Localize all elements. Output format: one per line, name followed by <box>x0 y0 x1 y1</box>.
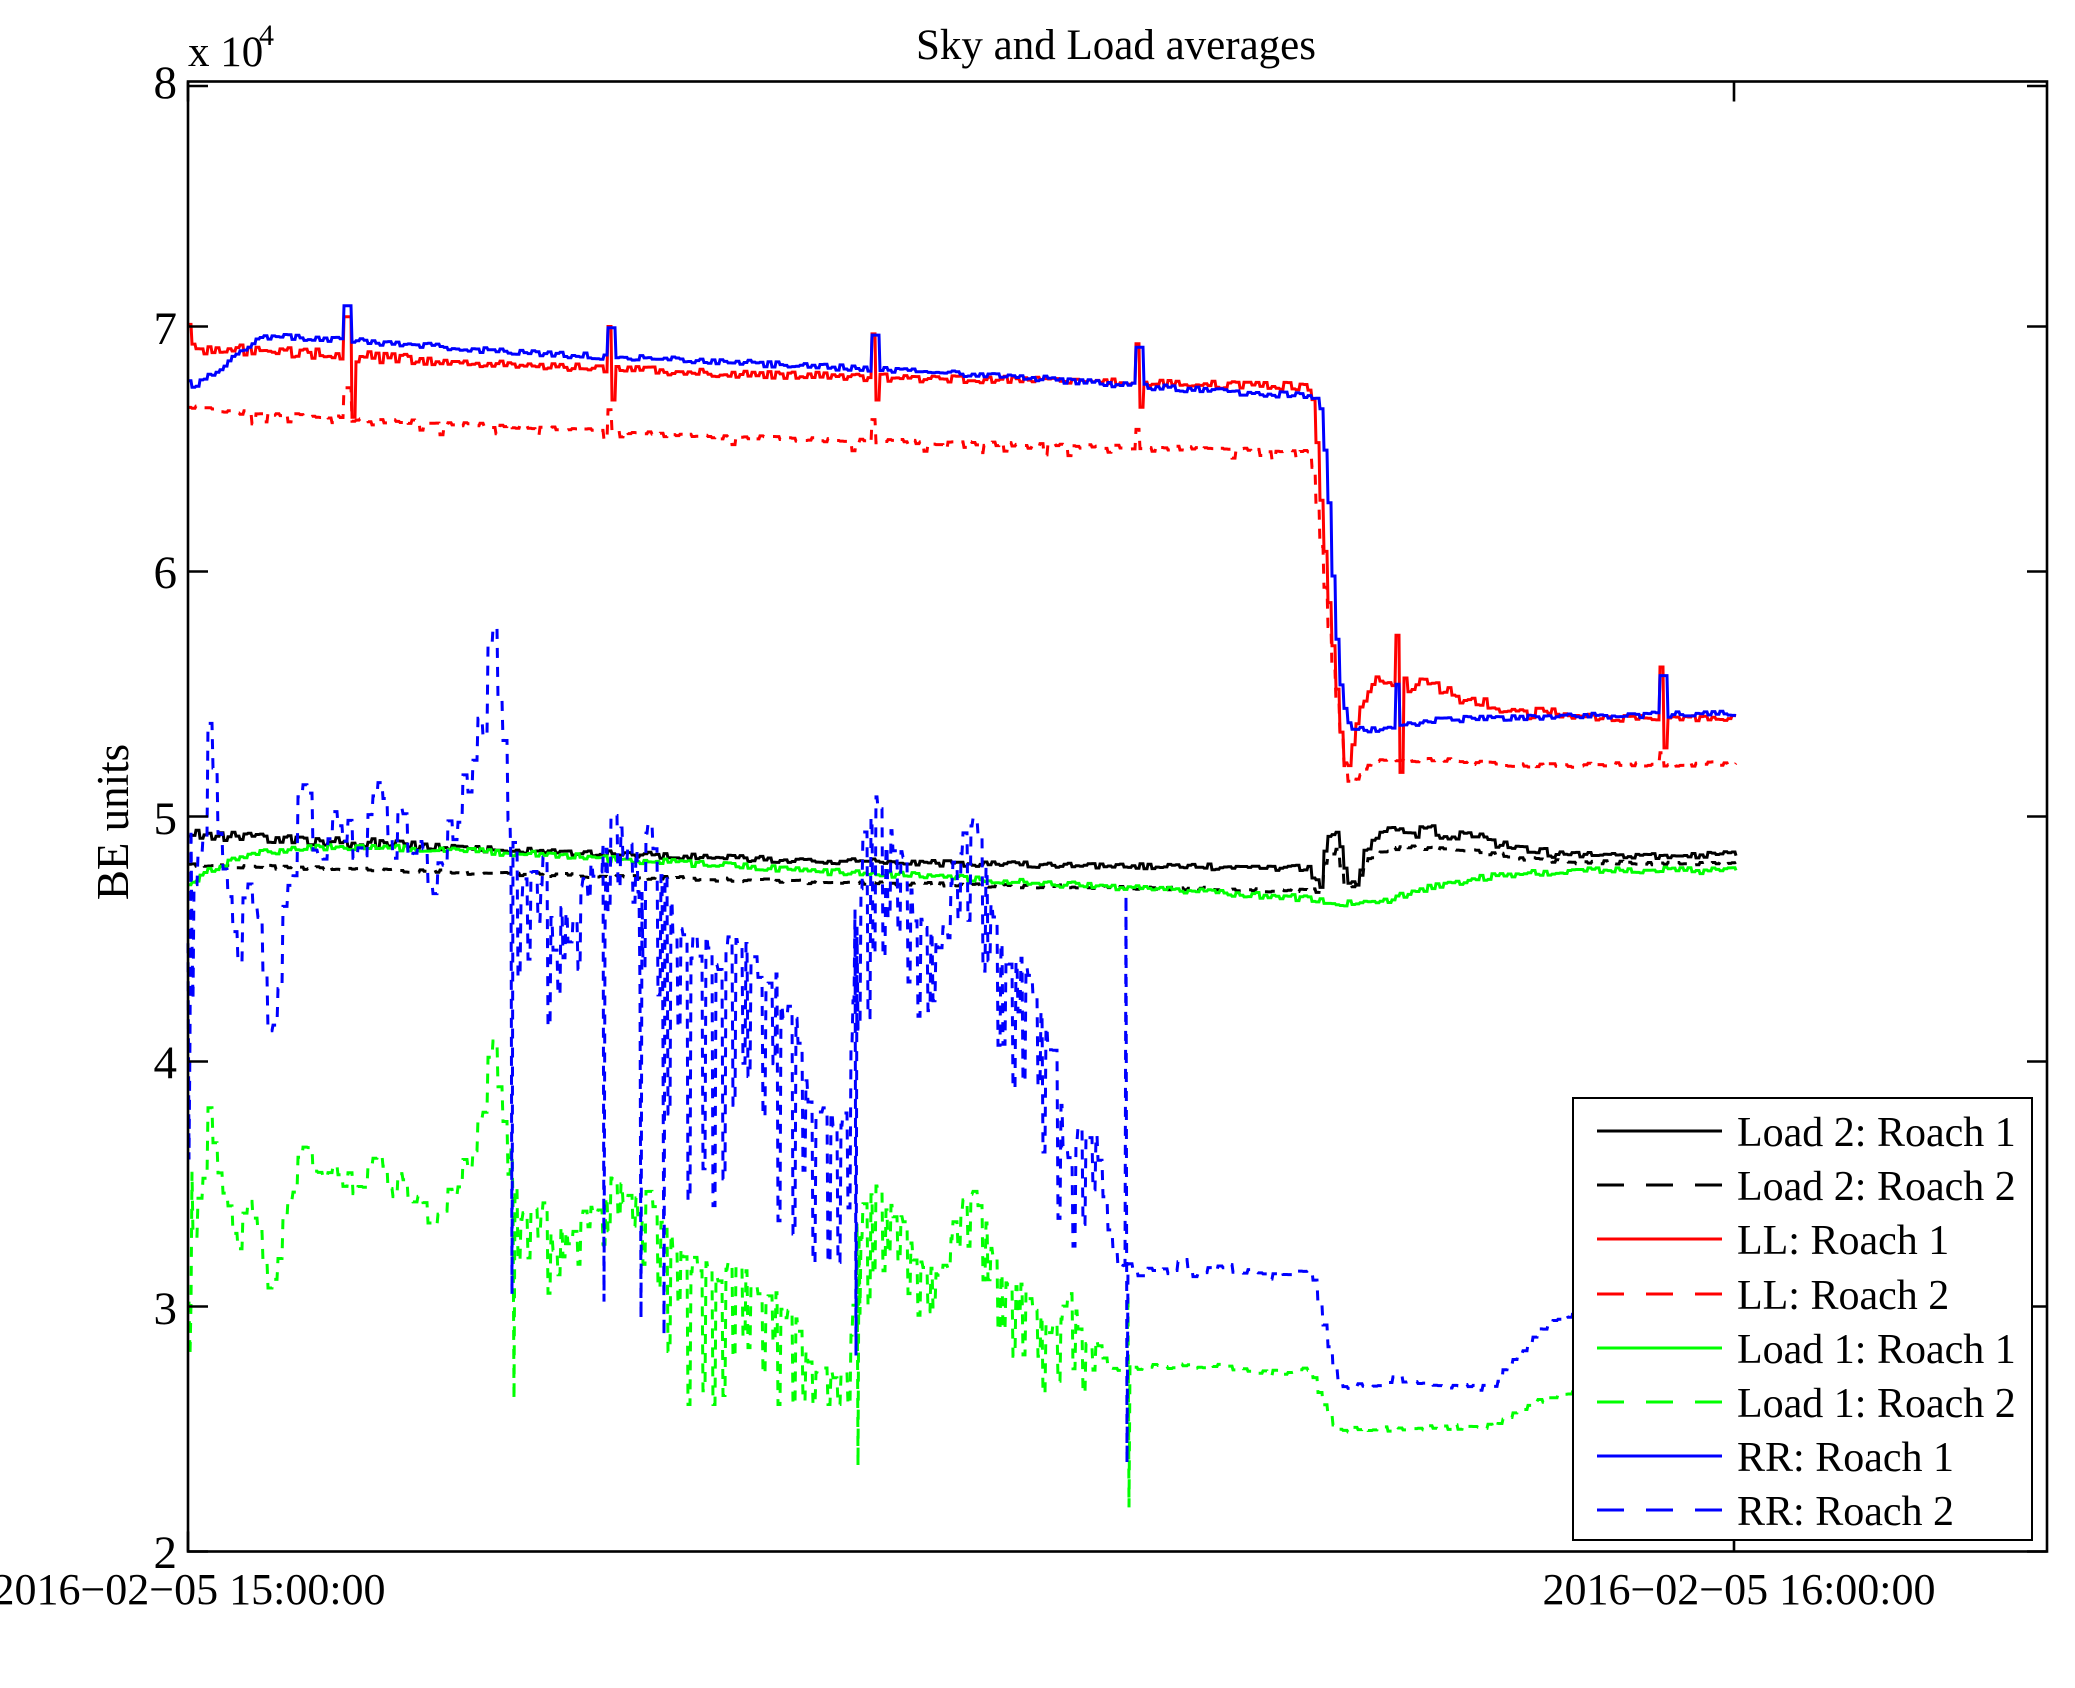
svg-text:LL: Roach 2: LL: Roach 2 <box>1737 1273 1949 1319</box>
svg-text:7: 7 <box>154 303 178 355</box>
svg-text:RR: Roach 1: RR: Roach 1 <box>1737 1435 1954 1481</box>
svg-text:3: 3 <box>154 1283 178 1335</box>
svg-text:6: 6 <box>154 547 178 599</box>
svg-text:2: 2 <box>154 1527 178 1579</box>
svg-text:5: 5 <box>154 793 178 845</box>
svg-text:Load 2: Roach 2: Load 2: Roach 2 <box>1737 1164 2016 1210</box>
svg-text:LL: Roach 1: LL: Roach 1 <box>1737 1218 1949 1264</box>
svg-text:RR: Roach 2: RR: Roach 2 <box>1737 1489 1954 1535</box>
svg-text:4: 4 <box>154 1037 178 1089</box>
svg-text:BE units: BE units <box>88 744 138 900</box>
svg-text:Load 1: Roach 2: Load 1: Roach 2 <box>1737 1381 2016 1427</box>
svg-text:8: 8 <box>154 57 178 109</box>
svg-text:Sky and Load averages: Sky and Load averages <box>916 22 1316 69</box>
svg-text:4: 4 <box>259 19 274 52</box>
svg-text:Load 2: Roach 1: Load 2: Roach 1 <box>1737 1110 2016 1156</box>
svg-text:2016−02−05 15:00:00: 2016−02−05 15:00:00 <box>0 1565 386 1614</box>
svg-text:2016−02−05 16:00:00: 2016−02−05 16:00:00 <box>1542 1565 1935 1614</box>
svg-text:Load 1: Roach 1: Load 1: Roach 1 <box>1737 1327 2016 1373</box>
svg-text:x 10: x 10 <box>188 29 263 76</box>
